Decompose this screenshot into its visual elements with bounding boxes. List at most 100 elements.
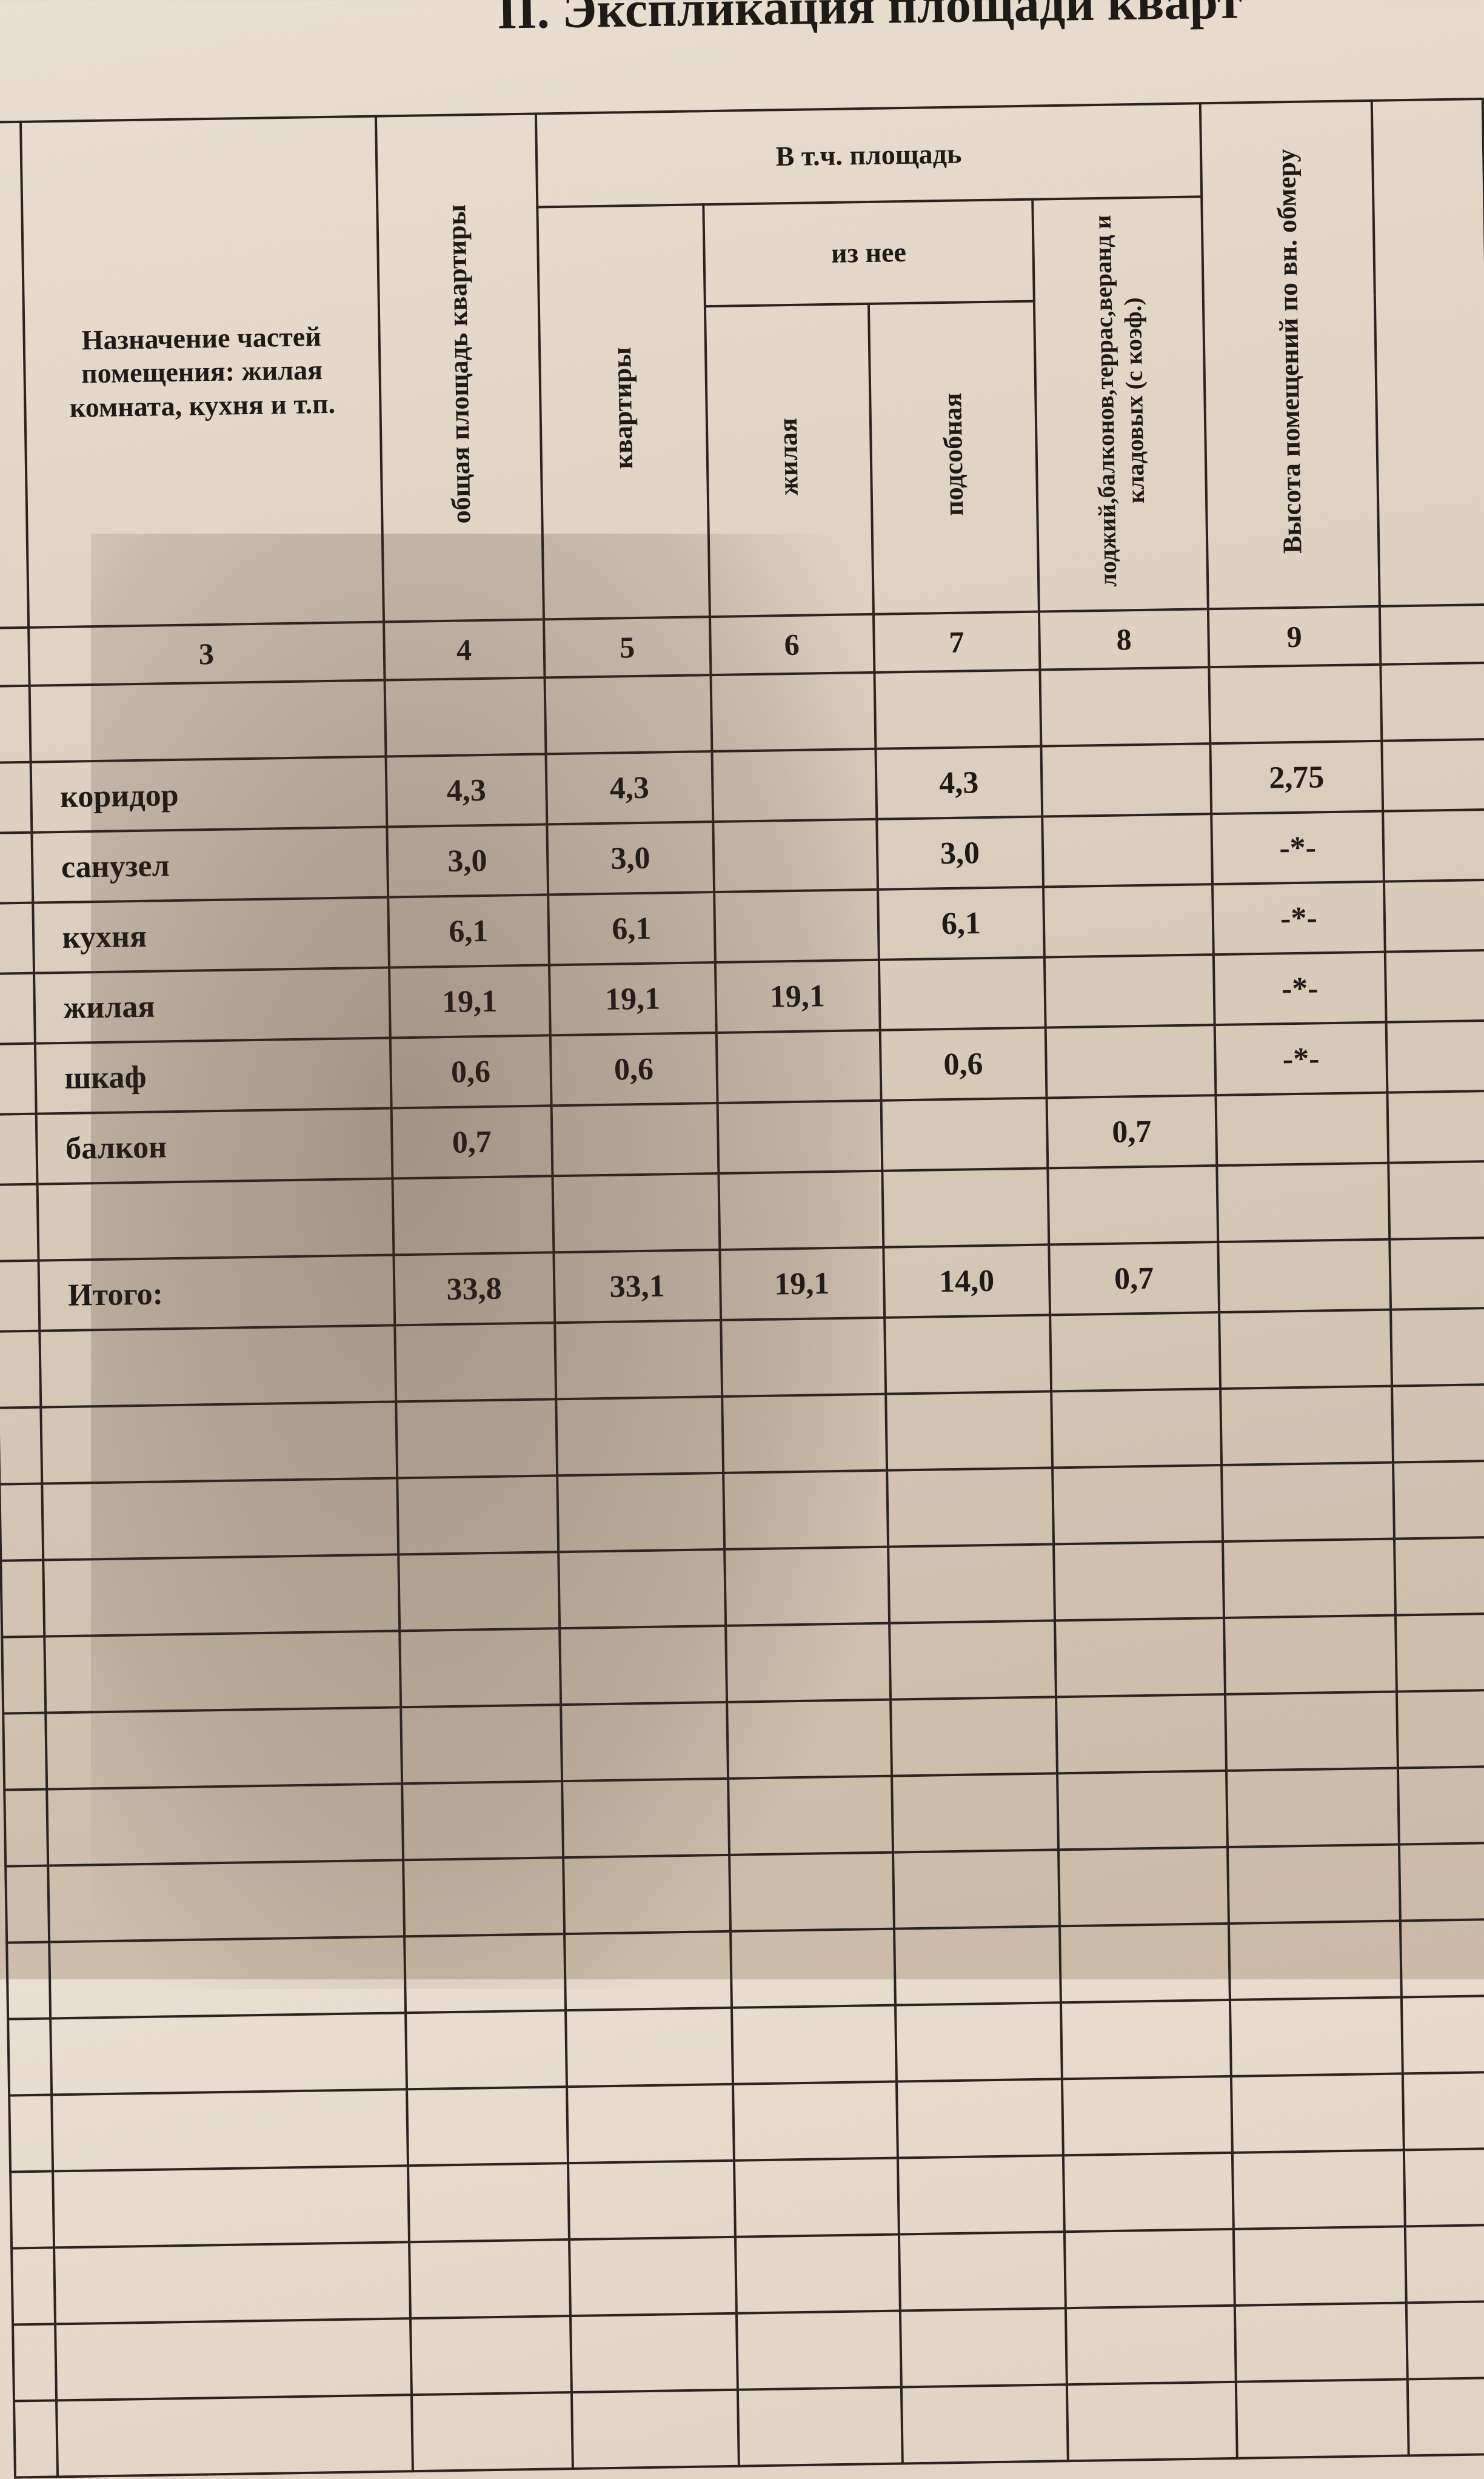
table-cell bbox=[712, 819, 878, 893]
empty-cell bbox=[1393, 1460, 1484, 1539]
table-cell: 6,1 bbox=[877, 887, 1045, 960]
empty-cell bbox=[900, 2308, 1067, 2387]
table-cell bbox=[1045, 1025, 1216, 1098]
empty-cell bbox=[1051, 1389, 1222, 1468]
section-title: II. Экспликация площади кварт bbox=[496, 0, 1243, 40]
table-cell: -*- bbox=[1213, 951, 1386, 1025]
table-cell bbox=[716, 1030, 881, 1104]
table-cell: шкаф bbox=[35, 1038, 392, 1114]
empty-cell bbox=[894, 1926, 1061, 2005]
column-number: 9 bbox=[1208, 606, 1381, 668]
empty-cell bbox=[718, 1170, 883, 1250]
table-cell: 0,7 bbox=[1049, 1242, 1219, 1315]
empty-cell bbox=[1040, 667, 1211, 746]
empty-cell bbox=[724, 1546, 889, 1626]
col5-header: квартиры bbox=[537, 204, 710, 620]
table-cell bbox=[1218, 1239, 1391, 1313]
table-cell: балкон bbox=[36, 1108, 392, 1184]
empty-cell bbox=[404, 1934, 566, 2013]
empty-cell bbox=[557, 1472, 724, 1552]
empty-cell bbox=[1234, 2303, 1408, 2382]
empty-cell bbox=[1395, 1613, 1484, 1692]
empty-cell bbox=[1398, 1766, 1484, 1845]
table-cell: 6,1 bbox=[548, 892, 715, 965]
empty-cell bbox=[737, 2387, 903, 2466]
group-header: В т.ч. площадь bbox=[535, 103, 1202, 207]
empty-cell bbox=[560, 1625, 727, 1705]
col10-header bbox=[1372, 98, 1484, 606]
empty-cell bbox=[890, 1697, 1058, 1776]
empty-cell bbox=[1, 1560, 44, 1637]
empty-cell bbox=[1061, 1999, 1231, 2079]
empty-cell bbox=[898, 2232, 1066, 2311]
empty-cell bbox=[411, 2392, 573, 2472]
empty-cell bbox=[47, 1860, 404, 1942]
empty-cell bbox=[400, 1705, 563, 1784]
empty-cell bbox=[897, 2155, 1065, 2235]
empty-cell bbox=[45, 1707, 402, 1790]
empty-cell bbox=[1400, 1919, 1484, 1998]
empty-cell bbox=[0, 762, 32, 833]
empty-cell bbox=[42, 1554, 399, 1637]
table-cell bbox=[1044, 954, 1215, 1028]
empty-cell bbox=[1066, 2381, 1237, 2461]
empty-cell bbox=[1383, 809, 1484, 882]
table-cell: 33,8 bbox=[393, 1252, 555, 1326]
empty-cell bbox=[0, 1407, 42, 1484]
empty-cell bbox=[48, 1936, 406, 2019]
explication-table: Назначение частей помещения: жилая комна… bbox=[0, 98, 1484, 2479]
empty-cell bbox=[1055, 1617, 1225, 1697]
empty-cell bbox=[403, 1857, 565, 1937]
table-cell: 0,6 bbox=[550, 1033, 718, 1106]
empty-cell bbox=[1399, 1842, 1484, 1921]
empty-cell bbox=[384, 677, 546, 757]
empty-cell bbox=[12, 2247, 55, 2325]
empty-cell bbox=[1385, 950, 1484, 1022]
empty-cell bbox=[723, 1470, 888, 1549]
empty-cell bbox=[564, 1931, 732, 2011]
empty-cell bbox=[10, 2171, 54, 2249]
empty-cell bbox=[889, 1620, 1057, 1700]
column-number: 6 bbox=[709, 614, 875, 676]
table-cell: -*- bbox=[1212, 881, 1386, 955]
empty-cell bbox=[571, 2389, 739, 2469]
empty-cell bbox=[1231, 2073, 1405, 2153]
table-cell: 19,1 bbox=[715, 959, 880, 1033]
table-cell: 4,3 bbox=[546, 751, 713, 825]
empty-cell bbox=[1065, 2229, 1235, 2309]
empty-cell bbox=[2, 1636, 45, 1714]
table-cell: 3,0 bbox=[876, 816, 1044, 890]
empty-cell bbox=[568, 2160, 735, 2240]
empty-cell bbox=[732, 2081, 898, 2161]
col7-header: подсобная bbox=[868, 301, 1040, 614]
empty-cell bbox=[1221, 1462, 1395, 1542]
explication-table-wrap: Назначение частей помещения: жилая комна… bbox=[0, 98, 1484, 2479]
empty-cell bbox=[29, 680, 386, 762]
empty-cell bbox=[1218, 1309, 1392, 1389]
table-cell bbox=[1043, 884, 1214, 958]
empty-cell bbox=[39, 1325, 396, 1407]
empty-cell bbox=[1408, 2377, 1484, 2456]
empty-cell bbox=[544, 675, 712, 754]
table-cell bbox=[1215, 1092, 1389, 1166]
subgroup-header: из нее bbox=[703, 199, 1035, 306]
table-cell: 33,1 bbox=[553, 1249, 721, 1323]
empty-cell bbox=[1060, 1923, 1230, 2003]
col3-header: Назначение частей помещения: жилая комна… bbox=[20, 116, 384, 628]
empty-cell bbox=[1382, 739, 1484, 811]
empty-cell bbox=[1403, 2071, 1484, 2150]
empty-cell bbox=[721, 1394, 887, 1473]
table-cell: 4,3 bbox=[386, 754, 547, 827]
empty-cell bbox=[392, 1176, 554, 1255]
col9-header: Высота помещений по вн. обмеру bbox=[1200, 100, 1380, 609]
header-row-1: Назначение частей помещения: жилая комна… bbox=[0, 98, 1484, 628]
empty-cell bbox=[710, 672, 875, 752]
empty-cell bbox=[562, 1778, 729, 1858]
empty-cell bbox=[46, 1783, 403, 1866]
empty-cell bbox=[9, 2095, 53, 2172]
table-cell: -*- bbox=[1214, 1022, 1388, 1096]
empty-cell bbox=[56, 2395, 413, 2477]
empty-cell bbox=[1225, 1691, 1399, 1771]
empty-cell bbox=[892, 1850, 1060, 1929]
empty-cell bbox=[885, 1391, 1053, 1471]
